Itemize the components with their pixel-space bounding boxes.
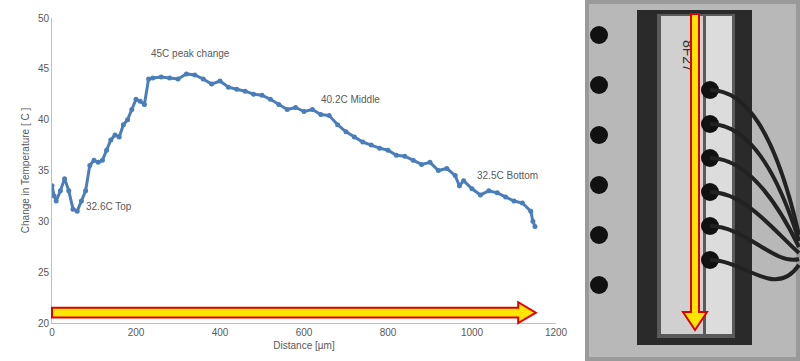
svg-text:35: 35	[38, 165, 50, 176]
svg-text:400: 400	[212, 327, 229, 338]
svg-text:Change in Temperature [ C ]: Change in Temperature [ C ]	[20, 108, 31, 234]
svg-text:1200: 1200	[545, 327, 568, 338]
svg-text:45C peak change: 45C peak change	[151, 48, 230, 59]
svg-text:30: 30	[38, 216, 50, 227]
svg-text:25: 25	[38, 267, 50, 278]
svg-text:32.6C Top: 32.6C Top	[86, 201, 132, 212]
svg-text:800: 800	[380, 327, 397, 338]
svg-text:40.2C Middle: 40.2C Middle	[321, 94, 380, 105]
svg-text:50: 50	[38, 13, 50, 24]
svg-text:45: 45	[38, 63, 50, 74]
svg-text:40: 40	[38, 114, 50, 125]
svg-text:600: 600	[296, 327, 313, 338]
svg-text:1000: 1000	[461, 327, 484, 338]
svg-text:0: 0	[49, 327, 55, 338]
svg-text:8F27: 8F27	[680, 40, 696, 72]
svg-text:200: 200	[128, 327, 145, 338]
svg-text:20: 20	[38, 318, 50, 329]
svg-text:Distance [µm]: Distance [µm]	[273, 340, 335, 351]
svg-text:32.5C Bottom: 32.5C Bottom	[477, 170, 538, 181]
